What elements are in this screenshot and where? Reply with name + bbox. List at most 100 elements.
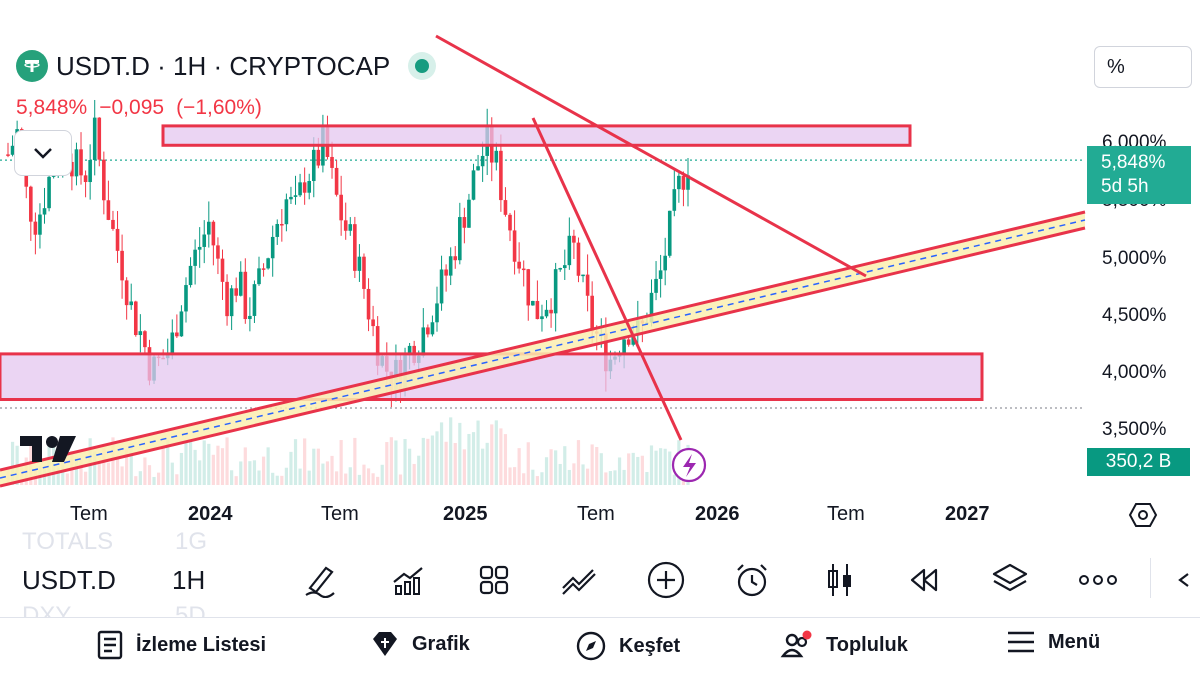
candle-body: [188, 265, 193, 286]
collapse-legend-button[interactable]: [14, 130, 72, 176]
volume-bar: [348, 467, 352, 485]
scale-mode-button[interactable]: %: [1094, 46, 1192, 88]
volume-bar: [198, 460, 202, 485]
volume-bar: [353, 437, 357, 485]
volume-bar: [79, 459, 83, 485]
candle-body: [129, 301, 134, 306]
draw-icon[interactable]: [298, 558, 342, 602]
candle-body: [343, 220, 348, 231]
replay-icon[interactable]: [902, 558, 946, 602]
nav-explore[interactable]: Keşfet: [575, 630, 680, 662]
more-icon[interactable]: [1076, 558, 1120, 602]
candle-body: [79, 149, 83, 176]
candle-body: [435, 303, 439, 323]
volume-bar: [330, 455, 334, 485]
volume-bar: [120, 466, 124, 485]
volume-bar: [152, 476, 156, 485]
price-chart[interactable]: [0, 0, 1200, 545]
volume-bar: [129, 443, 133, 485]
volume-bar: [115, 458, 120, 485]
volume-bar: [56, 467, 60, 485]
volume-bar: [490, 424, 494, 485]
volume-bar: [202, 440, 206, 485]
volume-bar: [362, 464, 366, 485]
indicators-icon[interactable]: [386, 558, 430, 602]
candle-body: [366, 288, 371, 320]
volume-bar: [444, 441, 448, 485]
layers-icon[interactable]: [988, 558, 1032, 602]
layout-grid-icon[interactable]: [472, 558, 516, 602]
candle-body: [280, 223, 284, 226]
strategy-icon[interactable]: [557, 558, 601, 602]
hamburger-menu-icon: [1008, 631, 1034, 653]
volume-bar: [394, 440, 398, 485]
symbol-header[interactable]: USDT.D · 1H · CRYPTOCAP: [16, 50, 437, 82]
volume-bar: [252, 460, 257, 485]
volume-bar: [654, 450, 658, 485]
candle-body: [316, 149, 321, 166]
volume-bar: [558, 463, 562, 485]
volume-bar: [608, 471, 613, 485]
candle-body: [526, 269, 531, 306]
chevron-down-icon: [34, 148, 52, 159]
volume-bar: [143, 457, 147, 485]
candle-body: [334, 167, 339, 195]
candle-body: [248, 315, 252, 320]
candle-body: [311, 149, 316, 182]
candle-body: [654, 278, 658, 293]
time-label-tem: Tem: [70, 503, 108, 525]
candle-body: [667, 210, 672, 256]
add-icon[interactable]: [644, 558, 688, 602]
candle-body: [663, 255, 667, 271]
nav-watchlist[interactable]: İzleme Listesi: [96, 630, 266, 660]
candle-body: [499, 150, 503, 201]
candle-body: [261, 268, 266, 270]
volume-bar: [668, 451, 672, 485]
candle-body: [430, 322, 435, 335]
volume-bar: [10, 441, 15, 485]
time-label-2024: 2024: [188, 503, 233, 525]
candle-body: [111, 219, 115, 229]
volume-bar: [157, 472, 161, 485]
candle-body: [270, 236, 275, 259]
nav-community[interactable]: Topluluk: [780, 630, 908, 660]
volume-bar: [125, 449, 129, 485]
alarm-icon[interactable]: [730, 558, 774, 602]
candle-body: [508, 214, 512, 231]
toolbar-symbol[interactable]: USDT.D: [22, 565, 116, 595]
volume-bar: [65, 473, 69, 485]
candle-body: [453, 256, 458, 261]
nav-menu[interactable]: Menü: [1006, 630, 1100, 654]
back-icon[interactable]: [1170, 558, 1198, 602]
candle-body: [681, 175, 686, 190]
volume-bar: [284, 467, 288, 485]
ghost-interval: 1G: [175, 528, 208, 555]
volume-bar: [494, 420, 498, 485]
candle-body: [353, 224, 357, 271]
candle-body: [626, 339, 631, 345]
candle-body: [120, 250, 124, 281]
toolbar-interval[interactable]: 1H: [172, 565, 206, 595]
chart-settings-icon[interactable]: [1128, 500, 1158, 530]
volume-bar: [522, 473, 526, 485]
candle-body: [38, 214, 42, 235]
volume-bar: [102, 447, 106, 485]
candle-body: [266, 258, 270, 269]
nav-chart-label: Grafik: [412, 632, 470, 655]
nav-chart[interactable]: Grafik: [370, 630, 470, 658]
volume-bar: [243, 447, 247, 485]
market-status-icon[interactable]: [408, 52, 437, 80]
candle-body: [476, 166, 480, 171]
nav-menu-label: Menü: [1048, 630, 1101, 653]
chart-area[interactable]: [0, 0, 1200, 545]
volume-bar: [412, 463, 416, 485]
last-price-value: 5,848%: [1101, 152, 1166, 173]
volume-bar: [234, 476, 238, 485]
candles-icon[interactable]: [818, 558, 862, 602]
candle-body: [339, 194, 343, 221]
ghost-symbol: TOTALS: [22, 528, 114, 555]
steep-trendline: [531, 117, 683, 441]
candle-body: [234, 288, 238, 296]
volume-bar: [417, 455, 421, 485]
volume-bar: [216, 445, 220, 485]
